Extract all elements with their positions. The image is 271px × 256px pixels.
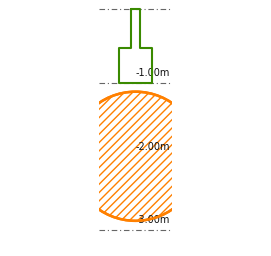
Text: -3.00m: -3.00m <box>136 215 170 225</box>
Text: -2.00m: -2.00m <box>136 142 170 152</box>
Circle shape <box>71 92 200 221</box>
Text: -1.00m: -1.00m <box>136 68 170 79</box>
